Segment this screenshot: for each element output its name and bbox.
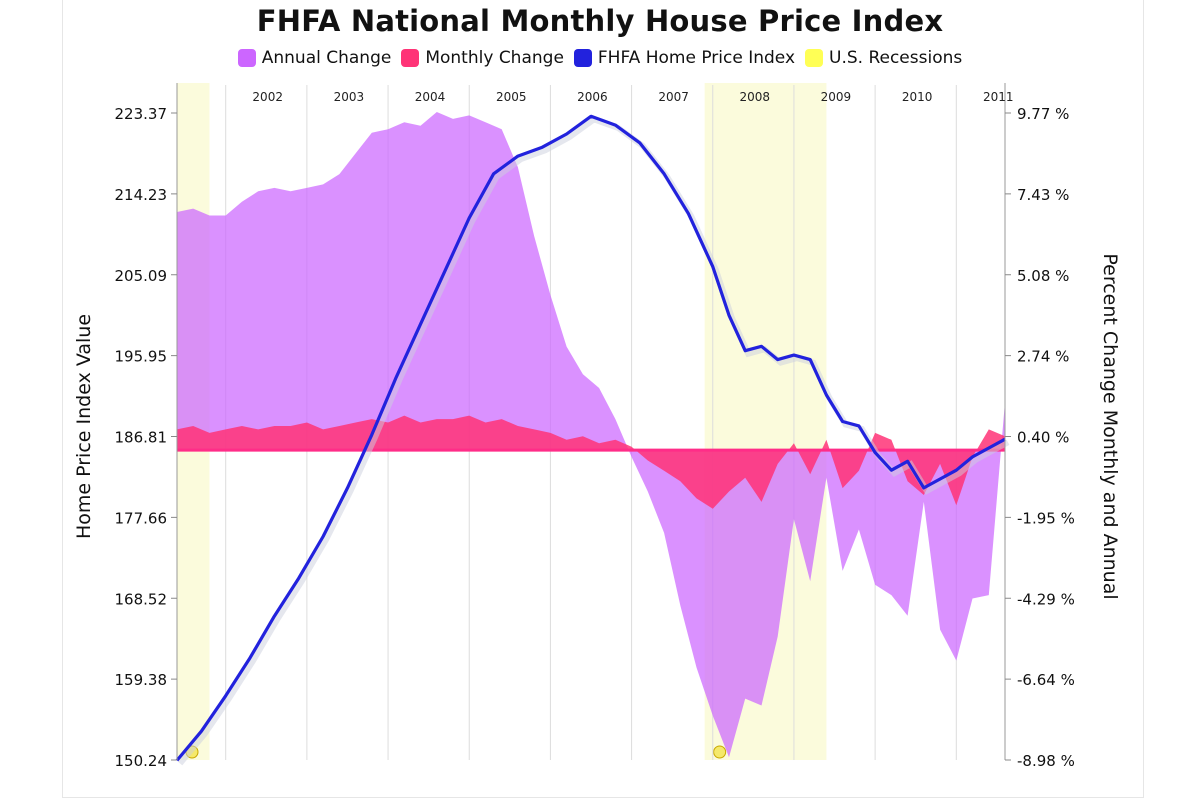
legend-label-hpi: FHFA Home Price Index [597,48,795,68]
legend-item-monthly-change[interactable]: Monthly Change [401,48,564,68]
legend-label-annual-change: Annual Change [261,48,392,68]
legend-item-recessions[interactable]: U.S. Recessions [805,48,962,68]
legend-swatch-annual-change [237,49,256,67]
legend-swatch-hpi [573,49,592,67]
chart-frame [62,0,1144,798]
chart-title: FHFA National Monthly House Price Index [256,4,944,38]
legend-swatch-monthly-change [401,49,420,67]
legend-item-annual-change[interactable]: Annual Change [237,48,392,68]
legend-label-monthly-change: Monthly Change [425,48,564,68]
legend: Annual Change Monthly Change FHFA Home P… [0,48,1200,68]
legend-item-hpi[interactable]: FHFA Home Price Index [573,48,795,68]
legend-swatch-recessions [805,49,823,67]
legend-label-recessions: U.S. Recessions [829,48,963,68]
